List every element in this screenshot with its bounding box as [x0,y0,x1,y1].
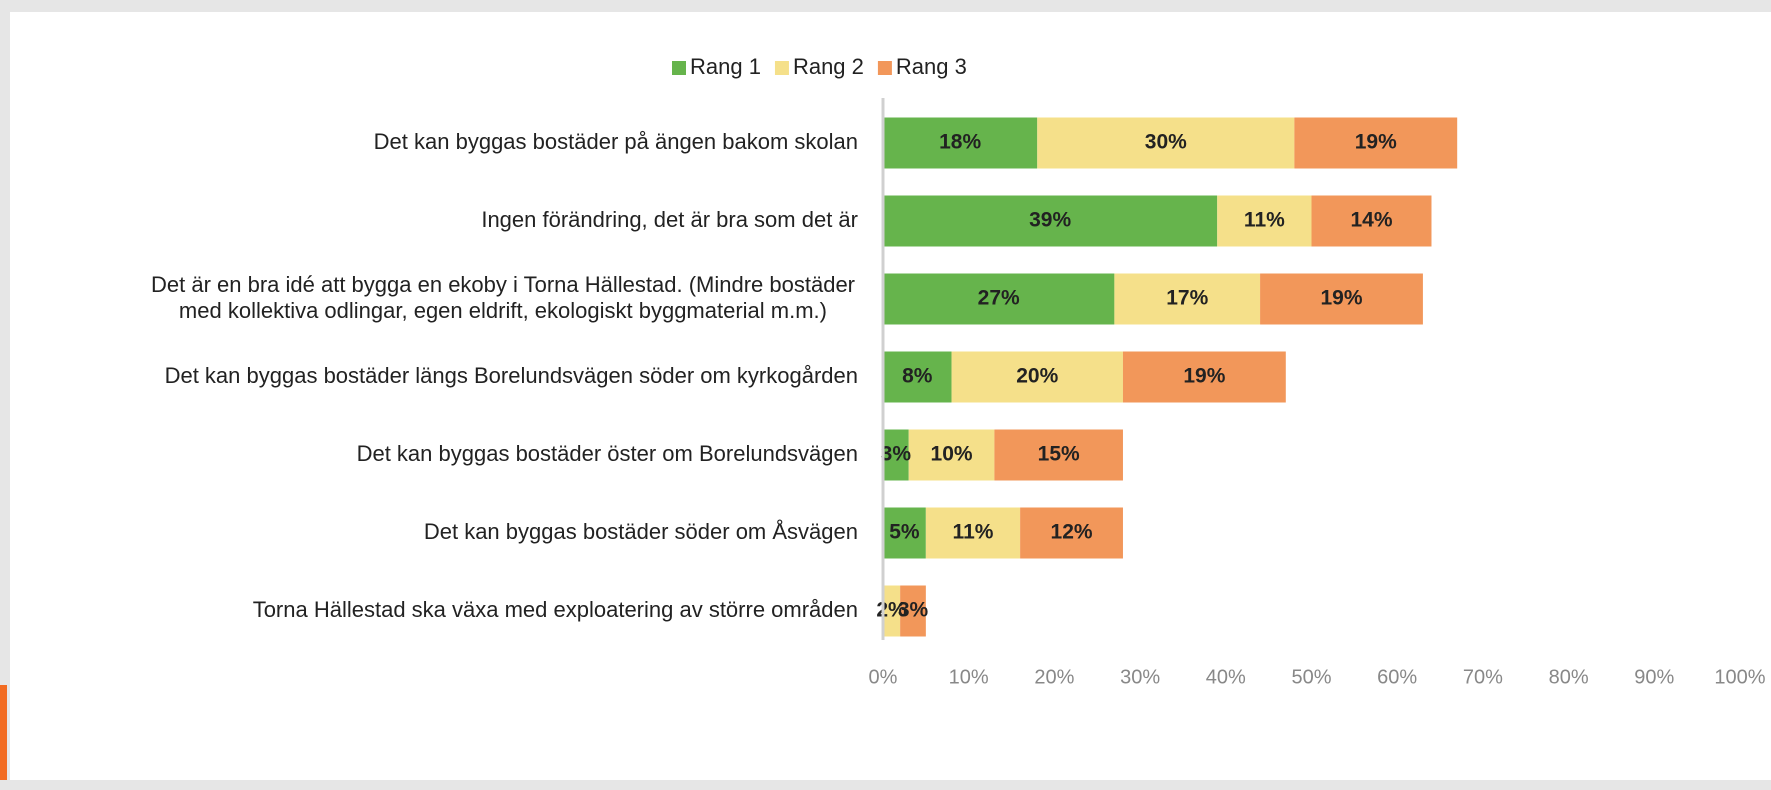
legend-label: Rang 3 [896,54,967,79]
y-tick-label: Det kan byggas bostäder söder om Åsvägen [424,519,858,544]
bar-segment [994,429,1123,481]
bar-segment [883,195,1218,247]
bar-segment [1037,117,1295,169]
legend-swatch [774,61,789,75]
data-label: 3% [898,599,929,622]
x-tick-label: 60% [1377,666,1417,688]
x-tick-label: 0% [869,666,898,688]
data-label: 8% [902,365,933,388]
y-tick-label: Det kan byggas bostäder på ängen bakom s… [374,129,858,154]
bar-segment [1260,273,1423,325]
data-label: 19% [1320,287,1362,310]
bar-segment [951,351,1123,403]
bar-segment [883,507,926,559]
x-tick-label: 30% [1120,666,1160,688]
data-label: 19% [1355,131,1397,154]
data-label: 11% [1244,209,1285,232]
data-label: 18% [939,131,981,154]
x-tick-label: 80% [1549,666,1589,688]
data-label: 3% [881,443,912,466]
data-label: 10% [931,443,973,466]
bar-segment [1217,195,1312,247]
bar-segment [883,585,901,637]
data-label: 27% [978,287,1020,310]
data-label: 39% [1029,209,1071,232]
y-tick-label: Det kan byggas bostäder längs Borelundsv… [165,363,858,388]
y-tick-label: Det kan byggas bostäder öster om Borelun… [357,441,858,466]
x-tick-label: 20% [1034,666,1074,688]
frame-bottom [0,780,1771,790]
data-label: 12% [1051,521,1093,544]
bar-segment [925,507,1021,559]
bar-segment [883,351,952,403]
frame-left [0,0,10,790]
x-tick-label: 90% [1634,666,1674,688]
legend-swatch [877,61,892,75]
data-label: 20% [1016,365,1058,388]
legend-label: Rang 2 [793,54,864,79]
data-label: 17% [1166,287,1208,310]
bar-segment [900,585,926,637]
x-tick-label: 70% [1463,666,1503,688]
x-tick-label: 10% [949,666,989,688]
bar-segment [883,117,1038,169]
bar-segment [908,429,995,481]
bar-segment [1114,273,1261,325]
y-tick-label: med kollektiva odlingar, egen eldrift, e… [179,298,827,323]
bar-segment [883,429,909,481]
legend-label: Rang 1 [690,54,761,79]
y-tick-label: Det är en bra idé att bygga en ekoby i T… [151,272,855,297]
bar-segment [1294,117,1458,169]
x-tick-label: 100% [1714,666,1765,688]
data-label: 30% [1145,131,1187,154]
y-tick-label: Ingen förändring, det är bra som det är [481,207,858,232]
data-label: 15% [1038,443,1080,466]
frame-top [0,0,1771,12]
y-tick-label: Torna Hällestad ska växa med exploaterin… [253,597,858,622]
x-tick-label: 50% [1291,666,1331,688]
accent-strip [0,685,7,780]
legend-swatch [672,61,686,75]
bar-segment [1311,195,1432,247]
x-tick-label: 40% [1206,666,1246,688]
bar-segment [883,273,1115,325]
data-label: 5% [889,521,920,544]
bar-segment [1020,507,1123,559]
data-label: 14% [1350,209,1392,232]
bar-segment [1122,351,1286,403]
data-label: 11% [953,521,994,544]
data-label: 19% [1183,365,1225,388]
